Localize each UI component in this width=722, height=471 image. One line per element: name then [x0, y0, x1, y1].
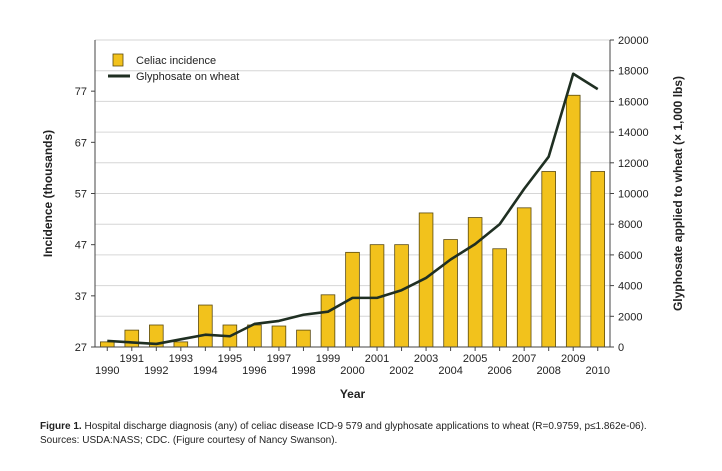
left-tick-label: 47: [75, 240, 87, 252]
x-tick-label: 2004: [438, 365, 462, 377]
bar-2009: [565, 94, 581, 348]
bar-2007: [516, 207, 532, 348]
bar-1994: [198, 304, 213, 348]
left-tick-label: 77: [75, 86, 87, 98]
x-tick-label: 2010: [585, 365, 609, 377]
bar-2010: [590, 171, 606, 348]
x-tick-label: 1991: [120, 353, 144, 365]
x-tick-label: 2000: [340, 365, 364, 377]
right-tick-label: 4000: [618, 281, 642, 293]
legend: Celiac incidence Glyphosate on wheat: [108, 53, 239, 83]
left-tick-label: 27: [75, 342, 87, 354]
caption-text: Hospital discharge diagnosis (any) of ce…: [84, 421, 647, 432]
legend-swatch-bar: [112, 53, 124, 67]
right-tick-label: 6000: [618, 250, 642, 262]
right-tick-label: 8000: [618, 219, 642, 231]
left-tick-label: 67: [75, 137, 87, 149]
glyphosate-line: [107, 72, 599, 346]
caption-sources: Sources: USDA:NASS; CDC. (Figure courtes…: [40, 435, 338, 446]
left-tick-label: 37: [75, 291, 87, 303]
x-tick-label: 1993: [169, 353, 193, 365]
right-tick-label: 14000: [618, 127, 649, 139]
axes: 27 37 47 57 67 77 0 2000 4000 6000 8000 10000 12000 1…: [75, 35, 649, 377]
x-tick-label: 1997: [267, 353, 291, 365]
x-tick-label: 1999: [316, 353, 340, 365]
x-tick-label: 1992: [144, 365, 168, 377]
bars: [99, 94, 606, 348]
x-tick-label: 1990: [95, 365, 119, 377]
bar-1993: [173, 341, 189, 348]
right-tick-label: 16000: [618, 96, 649, 108]
bar-1999: [320, 294, 336, 348]
caption-label: Figure 1.: [40, 421, 82, 432]
bar-1998: [296, 329, 311, 348]
x-tick-label: 2008: [536, 365, 560, 377]
bar-2008: [541, 171, 556, 348]
legend-label-line: Glyphosate on wheat: [136, 71, 239, 83]
x-tick-label: 1994: [193, 365, 217, 377]
bar-1996: [247, 324, 262, 348]
x-tick-label: 2006: [487, 365, 511, 377]
right-tick-label: 0: [618, 342, 624, 354]
left-tick-label: 57: [75, 189, 87, 201]
figure-caption: Figure 1. Hospital discharge diagnosis (…: [40, 420, 710, 448]
right-tick-label: 10000: [618, 189, 649, 201]
x-tick-label: 2007: [512, 353, 536, 365]
right-tick-label: 12000: [618, 158, 649, 170]
x-tick-label: 1996: [242, 365, 266, 377]
bar-2006: [492, 248, 507, 348]
y-axis-title: Incidence (thousands): [41, 130, 55, 257]
x-tick-label: 2003: [414, 353, 438, 365]
bar-2002: [394, 244, 409, 348]
x-axis-title: Year: [340, 387, 366, 401]
bar-2005: [467, 217, 483, 348]
right-tick-label: 18000: [618, 66, 649, 78]
x-tick-label: 2005: [463, 353, 487, 365]
gridlines: [95, 39, 610, 348]
right-tick-label: 2000: [618, 311, 642, 323]
x-tick-label: 1995: [218, 353, 242, 365]
bar-1997: [271, 325, 287, 348]
bar-1990: [99, 341, 115, 348]
y2-axis-title: Glyphosate applied to wheat (× 1,000 lbs…: [671, 76, 685, 311]
x-tick-label: 2001: [365, 353, 389, 365]
right-tick-label: 20000: [618, 35, 649, 47]
x-tick-label: 2009: [561, 353, 585, 365]
chart-figure: 27 37 47 57 67 77 0 2000 4000 6000 8000 10000 12000 1…: [41, 35, 685, 401]
legend-label-bar: Celiac incidence: [136, 55, 216, 67]
bar-1991: [124, 329, 140, 348]
x-tick-label: 2002: [389, 365, 413, 377]
x-tick-label: 1998: [291, 365, 315, 377]
line-series: [107, 72, 599, 346]
